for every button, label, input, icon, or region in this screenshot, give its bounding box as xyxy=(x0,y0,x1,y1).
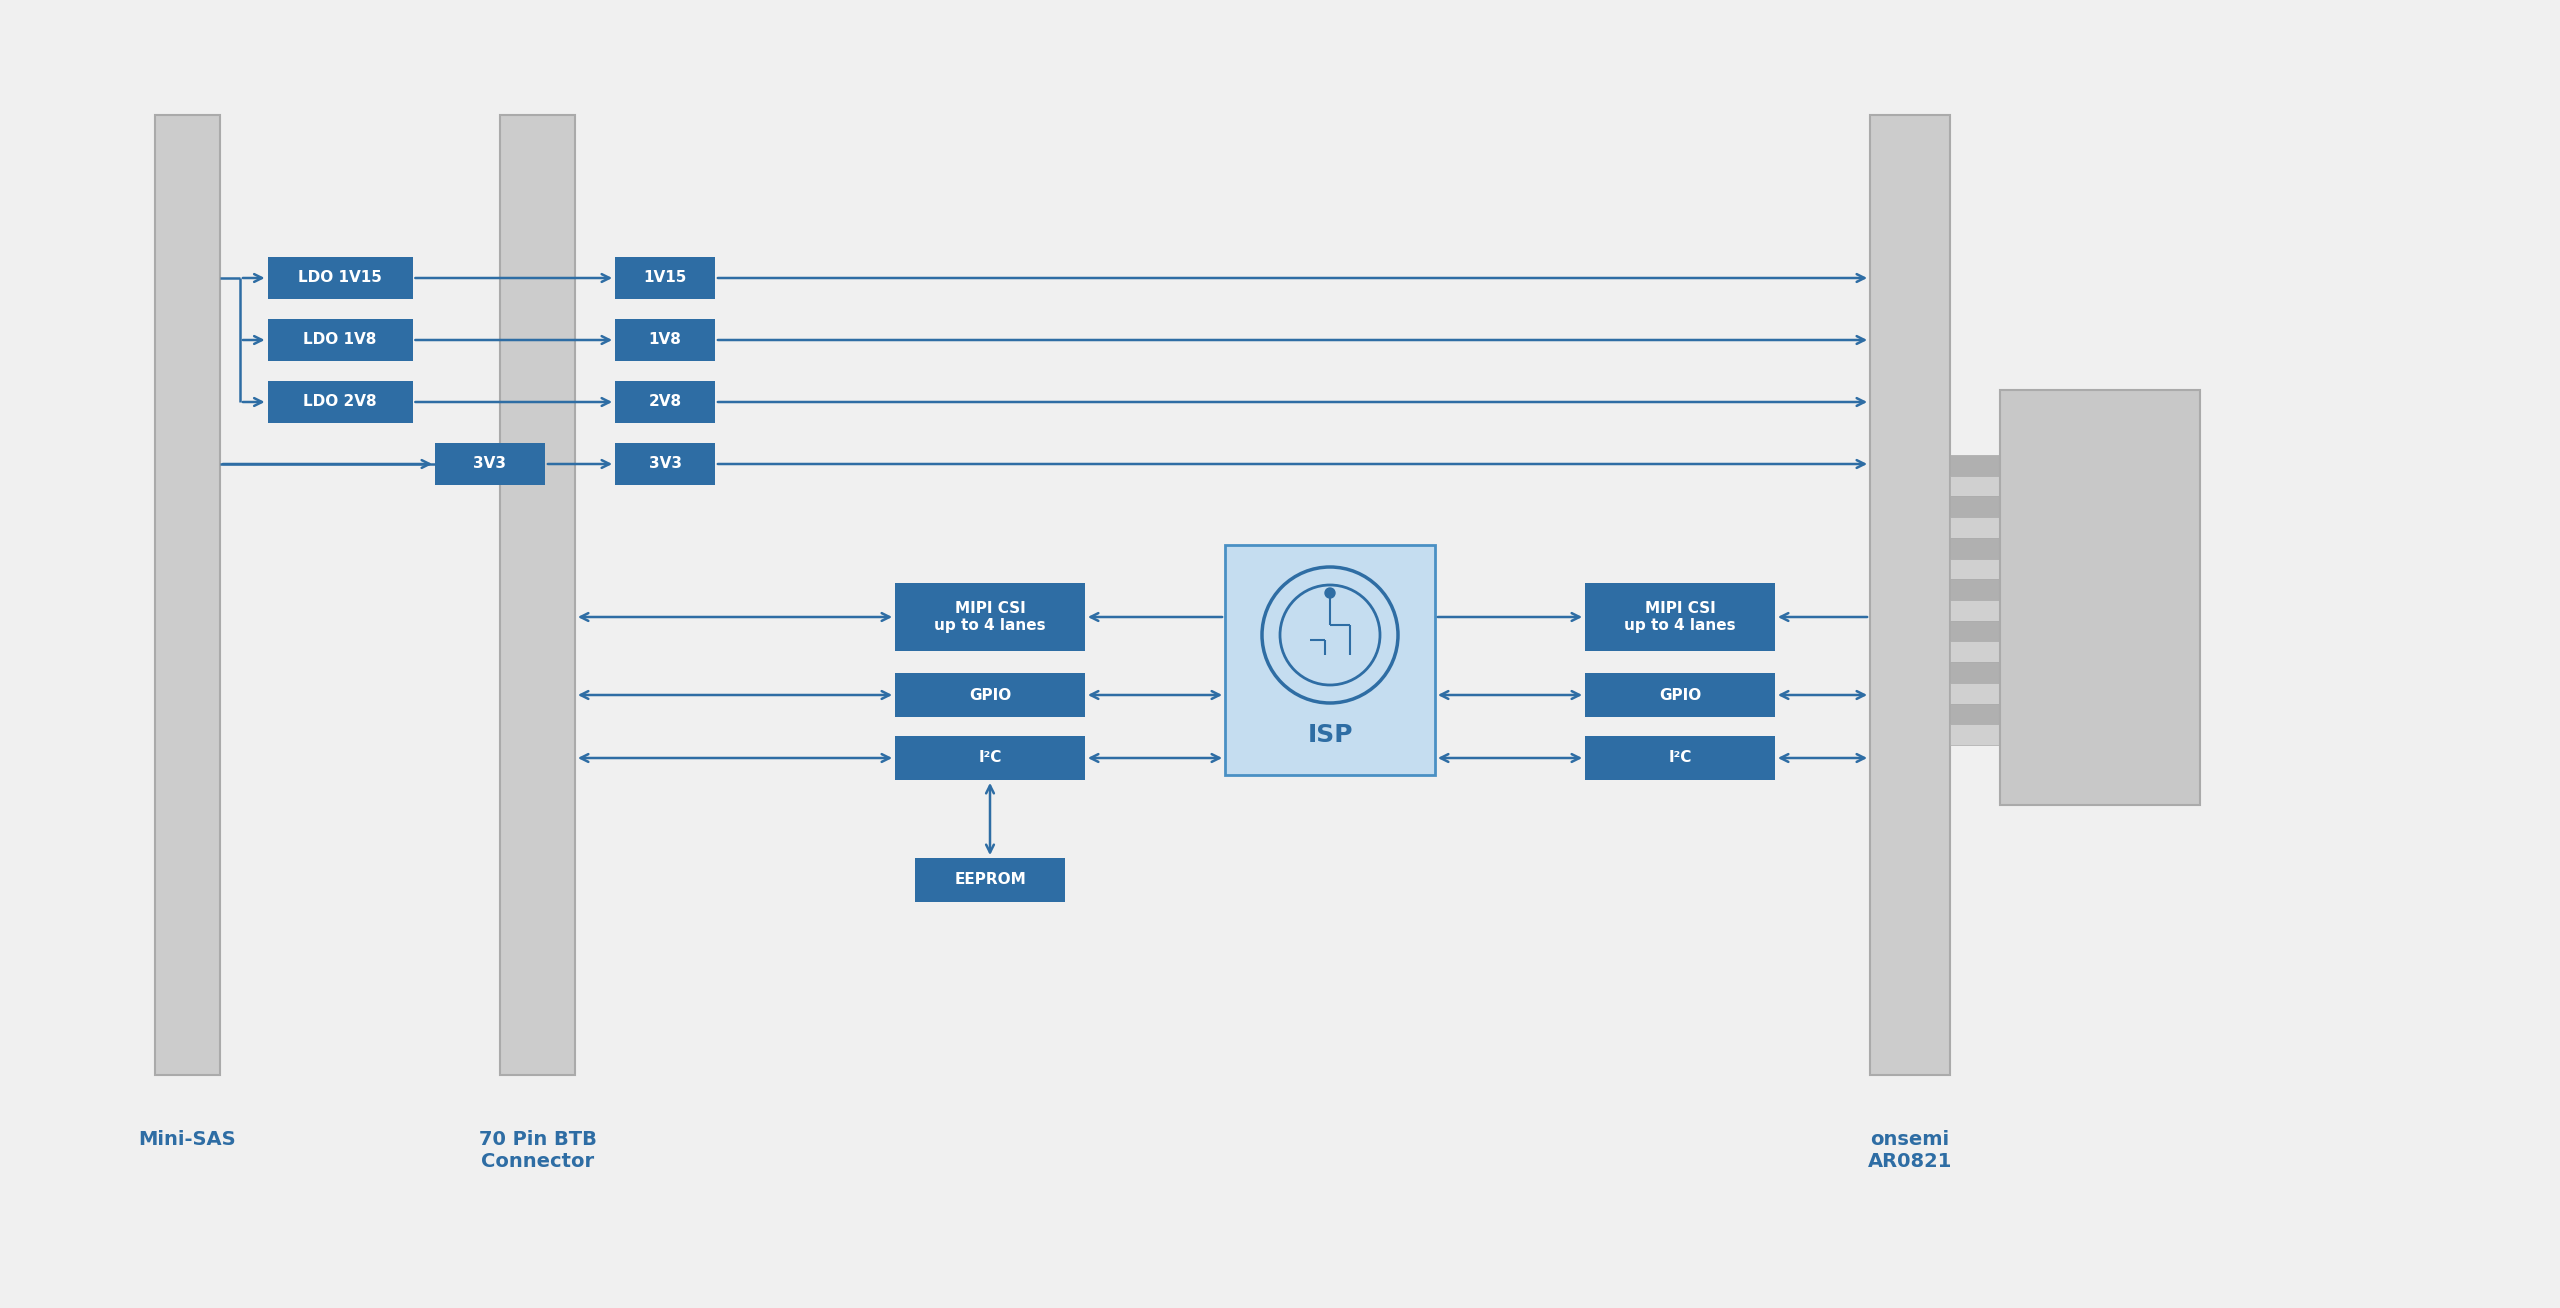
Bar xyxy=(1951,579,1999,600)
Bar xyxy=(1951,517,1999,538)
Text: 3V3: 3V3 xyxy=(474,456,507,471)
Bar xyxy=(896,736,1085,780)
Bar xyxy=(435,443,545,485)
Bar xyxy=(1951,683,1999,704)
Bar xyxy=(1951,641,1999,662)
Bar xyxy=(896,583,1085,651)
Bar xyxy=(614,381,714,422)
Text: MIPI CSI
up to 4 lanes: MIPI CSI up to 4 lanes xyxy=(934,600,1047,633)
Text: 3V3: 3V3 xyxy=(648,456,681,471)
Circle shape xyxy=(1326,589,1334,598)
Bar xyxy=(266,381,412,422)
Bar xyxy=(1226,545,1436,776)
Text: EEPROM: EEPROM xyxy=(955,872,1027,888)
Bar xyxy=(1951,704,1999,725)
Bar xyxy=(896,674,1085,717)
Bar xyxy=(266,256,412,300)
Bar xyxy=(1585,674,1774,717)
Bar xyxy=(1999,390,2199,804)
Bar xyxy=(614,443,714,485)
Text: MIPI CSI
up to 4 lanes: MIPI CSI up to 4 lanes xyxy=(1623,600,1736,633)
Bar xyxy=(1585,583,1774,651)
Bar xyxy=(156,115,220,1075)
Bar xyxy=(614,319,714,361)
Text: GPIO: GPIO xyxy=(968,688,1011,702)
Bar xyxy=(1951,455,1999,476)
Bar xyxy=(1951,538,1999,559)
Bar xyxy=(1951,559,1999,579)
Bar xyxy=(614,256,714,300)
Text: GPIO: GPIO xyxy=(1659,688,1702,702)
Bar xyxy=(914,858,1065,903)
Text: 70 Pin BTB
Connector: 70 Pin BTB Connector xyxy=(479,1130,596,1171)
Text: LDO 2V8: LDO 2V8 xyxy=(302,395,376,409)
Bar xyxy=(1869,115,1951,1075)
Bar xyxy=(1951,600,1999,621)
Text: 2V8: 2V8 xyxy=(648,395,681,409)
Text: LDO 1V8: LDO 1V8 xyxy=(302,332,376,348)
Bar xyxy=(1951,497,1999,517)
Bar xyxy=(1585,736,1774,780)
Text: 1V15: 1V15 xyxy=(643,271,686,285)
Bar xyxy=(266,319,412,361)
Bar xyxy=(499,115,576,1075)
Text: 1V8: 1V8 xyxy=(648,332,681,348)
Bar xyxy=(1951,476,1999,497)
Bar xyxy=(1951,662,1999,683)
Text: onsemi
AR0821: onsemi AR0821 xyxy=(1869,1130,1953,1171)
Text: I²C: I²C xyxy=(1669,751,1692,765)
Text: I²C: I²C xyxy=(978,751,1001,765)
Text: ISP: ISP xyxy=(1308,723,1352,747)
Bar xyxy=(1951,621,1999,641)
Text: LDO 1V15: LDO 1V15 xyxy=(297,271,381,285)
Bar xyxy=(1951,725,1999,746)
Text: Mini-SAS: Mini-SAS xyxy=(138,1130,236,1148)
